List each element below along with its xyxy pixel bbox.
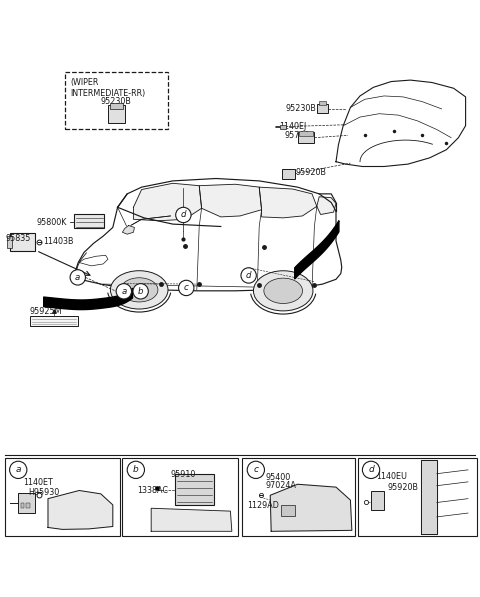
Bar (18, 493, 35, 513)
Bar (5, 458, 120, 536)
Text: b: b (138, 287, 144, 296)
Text: 95925M: 95925M (30, 307, 62, 316)
Bar (280, 125, 286, 128)
Bar (298, 132, 314, 143)
Text: 95230B: 95230B (286, 104, 316, 113)
Bar (74, 214, 104, 228)
Bar (122, 458, 238, 536)
Text: a: a (75, 273, 80, 282)
Polygon shape (317, 197, 336, 214)
Text: 95910: 95910 (170, 470, 196, 479)
Text: a: a (121, 287, 126, 296)
Text: 1140EJ: 1140EJ (279, 122, 307, 131)
Circle shape (116, 284, 132, 299)
Polygon shape (133, 183, 202, 221)
Polygon shape (270, 484, 352, 531)
Text: 95230B: 95230B (101, 97, 132, 106)
Polygon shape (259, 187, 317, 218)
Text: d: d (246, 271, 252, 280)
Bar (282, 169, 295, 180)
Bar (299, 131, 313, 136)
Circle shape (241, 268, 256, 283)
Polygon shape (199, 184, 262, 217)
Polygon shape (421, 460, 437, 534)
Bar (371, 491, 384, 510)
Text: 1129AD: 1129AD (247, 501, 279, 510)
Circle shape (127, 461, 144, 479)
Text: 1140EU: 1140EU (376, 472, 407, 481)
Text: c: c (253, 465, 258, 475)
Text: 95400: 95400 (265, 473, 291, 482)
Bar (108, 105, 125, 124)
Bar (319, 101, 326, 105)
Bar (109, 103, 123, 109)
Text: 95920B: 95920B (295, 168, 326, 177)
Text: (WIPER
INTERMEDIATE-RR): (WIPER INTERMEDIATE-RR) (71, 78, 146, 99)
Circle shape (133, 284, 148, 299)
Text: H95930: H95930 (28, 488, 59, 497)
Bar (26, 503, 30, 508)
Text: 95800K: 95800K (36, 218, 67, 227)
Text: c: c (184, 284, 189, 293)
Circle shape (176, 207, 191, 223)
Polygon shape (48, 491, 113, 530)
Text: 95700: 95700 (285, 131, 310, 140)
Text: d: d (368, 465, 374, 475)
Circle shape (70, 270, 85, 285)
Bar (10, 233, 35, 251)
Bar (175, 473, 214, 505)
Circle shape (179, 280, 194, 296)
Text: 95835: 95835 (6, 234, 31, 243)
Text: d: d (180, 211, 186, 220)
Text: 1338AC: 1338AC (137, 486, 168, 495)
Text: b: b (133, 465, 139, 475)
Bar (7, 236, 12, 248)
Polygon shape (151, 508, 232, 531)
Bar (317, 104, 328, 113)
Polygon shape (122, 226, 134, 234)
Bar (65, 72, 168, 129)
Text: 97024A: 97024A (265, 481, 296, 490)
Text: a: a (15, 465, 21, 475)
Bar (21, 503, 24, 508)
Ellipse shape (253, 271, 313, 311)
Bar (30, 316, 78, 327)
Circle shape (247, 461, 264, 479)
Circle shape (10, 461, 27, 479)
Bar (358, 458, 477, 536)
Ellipse shape (110, 270, 168, 309)
Ellipse shape (264, 278, 302, 303)
Bar (281, 506, 295, 516)
Circle shape (362, 461, 380, 479)
Text: 1140ET: 1140ET (23, 478, 53, 487)
Text: 11403B: 11403B (43, 238, 74, 247)
Text: 95920B: 95920B (387, 483, 419, 492)
Ellipse shape (120, 278, 158, 302)
Bar (242, 458, 355, 536)
